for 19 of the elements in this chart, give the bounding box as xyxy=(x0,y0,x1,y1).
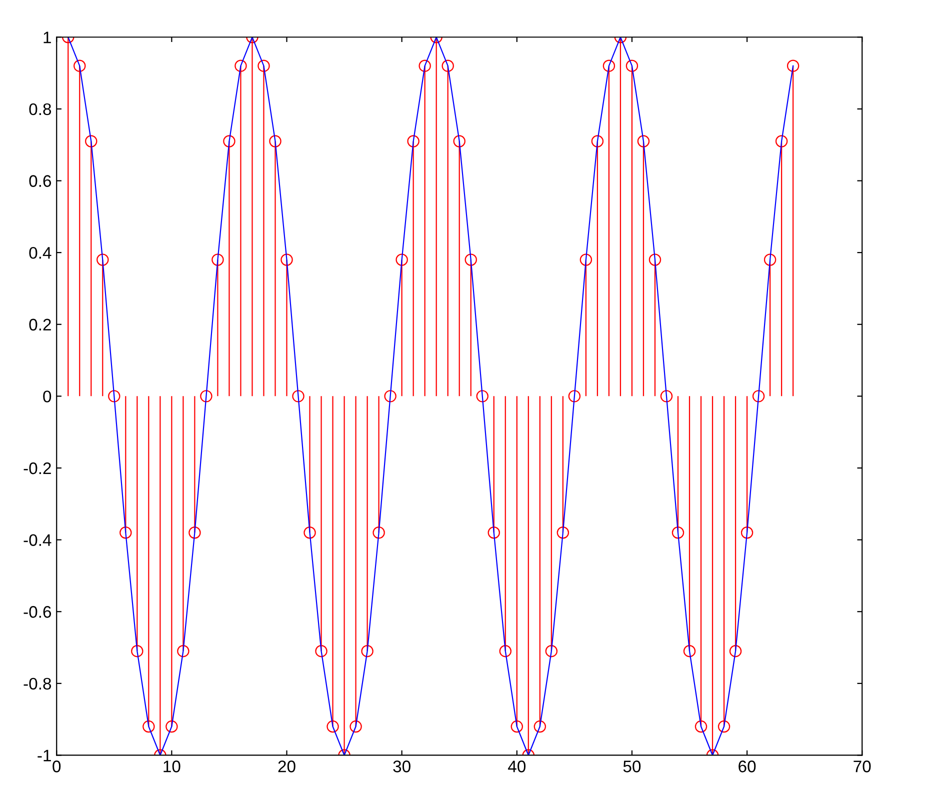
x-tick-label: 40 xyxy=(508,760,526,772)
y-tick-label: -0.2 xyxy=(24,462,51,474)
y-tick-label: -0.8 xyxy=(24,678,52,690)
y-tick-label: 0 xyxy=(43,390,52,402)
y-tick-label: 0.4 xyxy=(29,246,52,259)
x-tick-label: 50 xyxy=(623,760,641,772)
x-tick-label: 0 xyxy=(52,760,61,772)
x-tick-label: 30 xyxy=(393,760,410,772)
x-tick-label: 10 xyxy=(164,760,180,772)
y-tick-label: 0.2 xyxy=(29,318,51,331)
y-tick-label: 0.8 xyxy=(29,103,52,116)
x-tick-label: 70 xyxy=(854,760,871,772)
y-tick-label: -0.4 xyxy=(24,534,52,546)
y-tick-label: 0.6 xyxy=(29,175,52,187)
y-tick-label: 1 xyxy=(44,32,51,44)
x-tick-label: 20 xyxy=(278,760,296,772)
x-tick-label: 60 xyxy=(738,760,756,772)
y-tick-label: -1 xyxy=(38,750,51,762)
y-tick-label: -0.6 xyxy=(24,606,52,618)
